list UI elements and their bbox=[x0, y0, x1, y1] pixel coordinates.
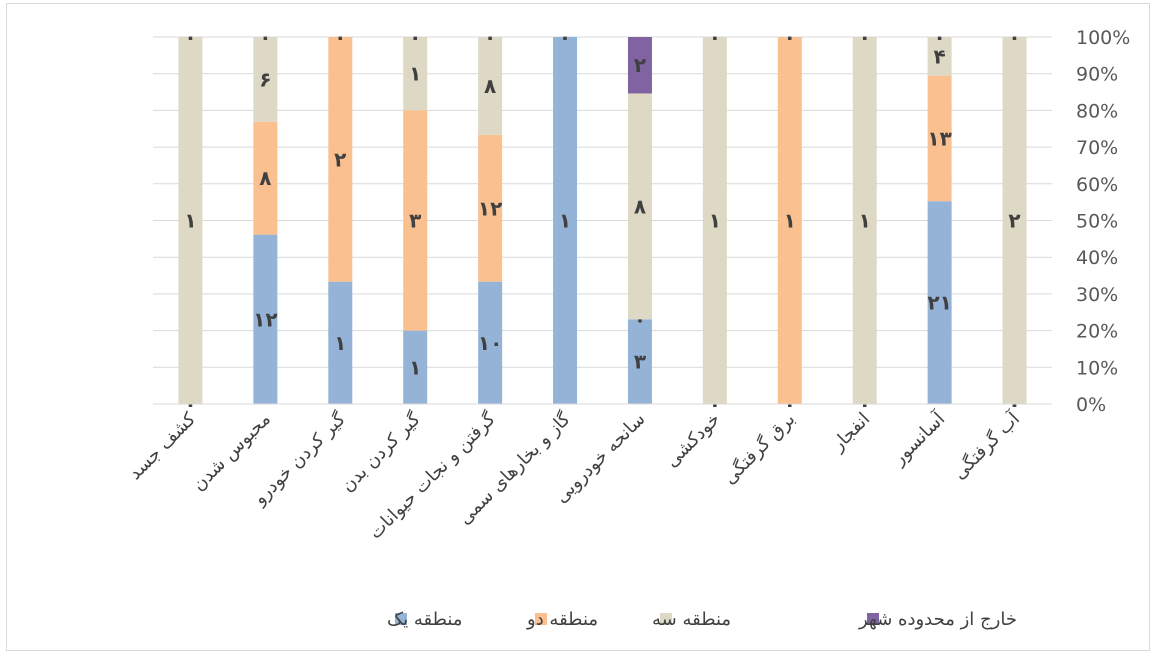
legend-swatch bbox=[867, 613, 879, 625]
bar-segment bbox=[627, 93, 652, 320]
x-category-label: گرفتن و نجات حیوانات bbox=[364, 408, 500, 544]
x-category-label: کشف جسد bbox=[125, 408, 201, 484]
bar-segment bbox=[253, 37, 278, 122]
data-label: ۱۲ bbox=[253, 307, 277, 331]
bar-segment bbox=[627, 37, 652, 94]
bar-segment bbox=[253, 121, 278, 235]
legend-swatch bbox=[535, 613, 547, 625]
bar-segment bbox=[478, 37, 503, 135]
data-label: ۱۰ bbox=[478, 331, 502, 355]
data-label: ۰ bbox=[334, 25, 346, 49]
y-tick-label: 70% bbox=[1076, 137, 1118, 159]
data-label: ۸ bbox=[634, 194, 646, 218]
bar-segment bbox=[253, 234, 278, 404]
bar-segment bbox=[553, 37, 578, 404]
bar-segment bbox=[1002, 37, 1027, 404]
data-label: ۱ bbox=[334, 331, 346, 355]
data-label: ۰ bbox=[1008, 25, 1020, 49]
data-label: ۲ bbox=[1008, 209, 1020, 233]
data-label: ۱ bbox=[409, 355, 421, 379]
x-category-label: آسانسور bbox=[886, 407, 949, 470]
bar-segment bbox=[403, 110, 428, 331]
legend-swatch bbox=[395, 613, 407, 625]
y-tick-label: 90% bbox=[1076, 64, 1118, 86]
y-tick-label: 50% bbox=[1076, 211, 1118, 233]
bar-segment bbox=[328, 37, 353, 282]
bar-segment bbox=[478, 134, 503, 282]
legend-label: منطقه یک bbox=[387, 609, 462, 630]
data-label: ۱ bbox=[559, 209, 571, 233]
bar-segment bbox=[852, 37, 877, 404]
bar-segment bbox=[328, 281, 353, 404]
legend-label: خارج از محدوده شهر bbox=[858, 609, 1017, 630]
x-category-label: برق گرفتگی bbox=[719, 408, 800, 489]
data-label: ۱ bbox=[859, 209, 871, 233]
y-tick-label: 0% bbox=[1076, 394, 1106, 416]
bar-segment bbox=[627, 319, 652, 404]
y-tick-label: 40% bbox=[1076, 247, 1118, 269]
legend-label: منطقه دو bbox=[526, 609, 598, 630]
data-label: ۲ bbox=[334, 147, 346, 171]
y-tick-label: 30% bbox=[1076, 284, 1118, 306]
data-label: ۴ bbox=[934, 44, 946, 68]
data-label: ۰ bbox=[709, 25, 721, 49]
data-label: ۰ bbox=[784, 25, 796, 49]
data-label: ۰ bbox=[859, 25, 871, 49]
bar-segment bbox=[702, 37, 727, 404]
y-tick-label: 80% bbox=[1076, 100, 1118, 122]
bar-segment bbox=[403, 37, 428, 111]
y-tick-label: 20% bbox=[1076, 321, 1118, 343]
data-label: ۱ bbox=[709, 209, 721, 233]
data-label: ۲۱ bbox=[927, 291, 951, 315]
data-label: ۶ bbox=[259, 67, 271, 91]
data-label: ۰ bbox=[409, 25, 421, 49]
y-tick-label: 100% bbox=[1076, 27, 1130, 49]
data-label: ۳ bbox=[634, 350, 646, 374]
bar-segment bbox=[178, 37, 203, 404]
data-label: ۱ bbox=[184, 209, 196, 233]
data-label: ۲ bbox=[634, 53, 646, 77]
bar-segment bbox=[927, 37, 952, 76]
data-label: ۰ bbox=[184, 25, 196, 49]
legend-swatch bbox=[660, 613, 672, 625]
data-label: ۸ bbox=[259, 166, 271, 190]
data-label: ۱۲ bbox=[478, 196, 502, 220]
data-label: ۱ bbox=[784, 209, 796, 233]
bar-segment bbox=[927, 201, 952, 404]
data-label: ۱۳ bbox=[927, 126, 951, 150]
legend-label: منطقه سه bbox=[652, 609, 731, 630]
y-tick-label: 10% bbox=[1076, 357, 1118, 379]
data-label: ۰ bbox=[934, 25, 946, 49]
x-category-label: خودکشی bbox=[661, 409, 724, 472]
data-label: ۱ bbox=[409, 62, 421, 86]
y-tick-label: 60% bbox=[1076, 174, 1118, 196]
bar-segment bbox=[777, 37, 802, 404]
data-label: ۳ bbox=[409, 209, 421, 233]
data-label: ۰ bbox=[259, 25, 271, 49]
data-label: ۰ bbox=[559, 25, 571, 49]
x-category-label: آب گرفتگی bbox=[948, 407, 1025, 484]
data-label: ۰ bbox=[484, 25, 496, 49]
bar-segment bbox=[478, 281, 503, 404]
data-label: ۸ bbox=[484, 74, 496, 98]
bar-segment bbox=[927, 75, 952, 202]
bar-segment bbox=[403, 330, 428, 404]
